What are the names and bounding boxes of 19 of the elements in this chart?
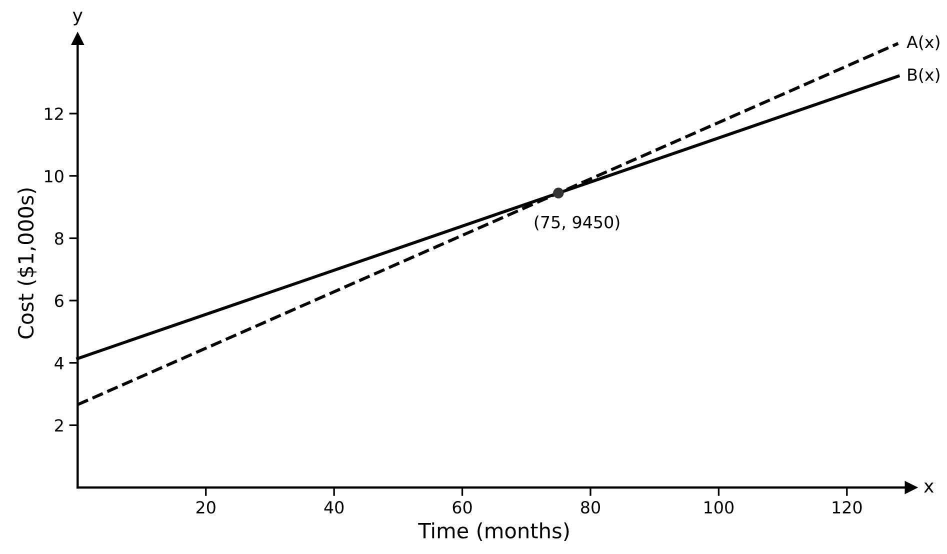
y-tick-label: 10 [45,170,64,182]
x-tick-label: 60 [452,501,472,514]
x-tick-label: 20 [196,501,216,514]
y-tick-label: 8 [54,232,64,245]
y-axis-title: Cost ($1,000s) [18,188,36,338]
x-tick-label: 100 [704,501,734,514]
series-label: B(x) [908,68,940,83]
x-tick-label: 80 [581,501,600,514]
text: x [924,482,934,492]
x-tick-label: 120 [832,501,862,514]
y-tick-label: 6 [55,294,64,308]
x-tick-label: 40 [324,501,344,514]
x-axis-title: Time (months) [418,522,569,541]
y-tick-label: 4 [54,357,64,370]
y-tick-label: 12 [45,108,63,120]
text: y [72,12,82,26]
y-tick-label: 2 [55,419,63,432]
annotation: (75, 9450) [534,216,620,230]
series-label: A(x) [906,35,940,50]
